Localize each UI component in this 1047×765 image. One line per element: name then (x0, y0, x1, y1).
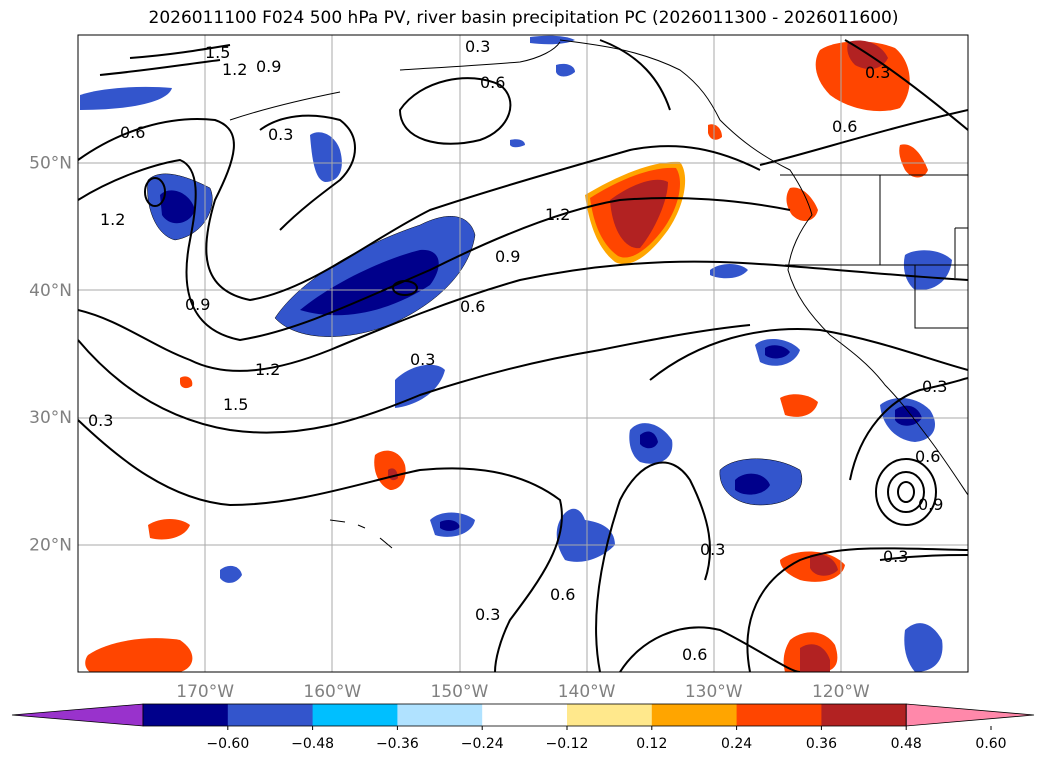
colorbar-extend-high (905, 703, 1035, 727)
map-frame (77, 34, 969, 673)
colorbar-extend-low (11, 703, 144, 727)
svg-text:0.3: 0.3 (475, 605, 500, 624)
colorbar-outline (142, 703, 907, 727)
svg-text:0.6: 0.6 (480, 73, 505, 92)
svg-text:0.9: 0.9 (256, 57, 281, 76)
latitude-tick-label: 30°N (29, 408, 72, 428)
svg-text:0.6: 0.6 (120, 123, 145, 142)
colorbar-tick-label: −0.12 (546, 736, 589, 752)
colorbar-segment (736, 704, 822, 726)
longitude-labels: 170°W 160°W 150°W 140°W 130°W 120°W (176, 682, 870, 702)
longitude-tick-label: 170°W (176, 682, 234, 702)
longitude-tick-label: 140°W (558, 682, 616, 702)
colorbar-tick-label: 0.24 (721, 736, 752, 752)
svg-text:0.6: 0.6 (682, 645, 707, 664)
svg-text:0.3: 0.3 (700, 540, 725, 559)
svg-text:1.2: 1.2 (100, 210, 125, 229)
svg-text:0.3: 0.3 (922, 377, 947, 396)
colorbar-segment (482, 704, 568, 726)
colorbar-tick-label: 0.48 (891, 736, 922, 752)
svg-text:1.5: 1.5 (205, 43, 230, 62)
map-title: 2026011100 F024 500 hPa PV, river basin … (148, 8, 899, 28)
colorbar-tick-label: 0.12 (636, 736, 667, 752)
negative-precip-anomalies (80, 35, 952, 672)
latitude-tick-label: 50°N (29, 153, 72, 173)
latitude-tick-label: 40°N (29, 281, 72, 301)
contour-labels: 1.5 1.2 0.9 0.3 0.6 0.6 1.2 1.2 0.9 0.6 … (88, 37, 947, 664)
svg-text:1.2: 1.2 (545, 205, 570, 224)
svg-text:0.9: 0.9 (185, 295, 210, 314)
latitude-labels: 50°N 40°N 30°N 20°N (29, 153, 72, 555)
svg-text:0.9: 0.9 (918, 495, 943, 514)
svg-text:0.6: 0.6 (550, 585, 575, 604)
svg-text:0.3: 0.3 (865, 63, 890, 82)
positive-precip-anomalies (85, 40, 928, 672)
colorbar-tick-label: −0.24 (461, 736, 504, 752)
colorbar-segment (567, 704, 653, 726)
svg-text:0.9: 0.9 (495, 247, 520, 266)
longitude-tick-label: 160°W (303, 682, 361, 702)
colorbar-tick-label: −0.48 (291, 736, 334, 752)
latitude-tick-label: 20°N (29, 536, 72, 556)
svg-text:1.2: 1.2 (255, 360, 280, 379)
svg-text:0.3: 0.3 (88, 411, 113, 430)
colorbar-tick-label: −0.36 (376, 736, 419, 752)
colorbar-segment (312, 704, 398, 726)
colorbar-segment (821, 704, 907, 726)
svg-text:0.6: 0.6 (832, 117, 857, 136)
colorbar-segment (227, 704, 314, 726)
colorbar-segment (397, 704, 483, 726)
svg-text:0.3: 0.3 (883, 547, 908, 566)
colorbar-segment (143, 704, 229, 726)
svg-text:0.3: 0.3 (410, 350, 435, 369)
longitude-tick-label: 150°W (431, 682, 489, 702)
map-area: 1.5 1.2 0.9 0.3 0.6 0.6 1.2 1.2 0.9 0.6 … (78, 35, 968, 672)
colorbar (11, 703, 1035, 727)
longitude-tick-label: 130°W (685, 682, 743, 702)
svg-text:1.2: 1.2 (222, 60, 247, 79)
coastlines (229, 39, 968, 549)
svg-text:0.3: 0.3 (268, 125, 293, 144)
colorbar-tick-label: 0.36 (806, 736, 837, 752)
longitude-tick-label: 120°W (812, 682, 870, 702)
pv-contours (78, 39, 968, 672)
colorbar-tick-label: −0.60 (206, 736, 249, 752)
svg-text:0.6: 0.6 (915, 447, 940, 466)
colorbar-labels: −0.60 −0.48 −0.36 −0.24 −0.12 0.12 0.24 0.36 0.4… (206, 726, 1007, 752)
svg-text:1.5: 1.5 (223, 395, 248, 414)
colorbar-segment (651, 704, 738, 726)
colorbar-tick-label: 0.60 (975, 736, 1006, 752)
svg-text:0.6: 0.6 (460, 297, 485, 316)
svg-text:0.3: 0.3 (465, 37, 490, 56)
